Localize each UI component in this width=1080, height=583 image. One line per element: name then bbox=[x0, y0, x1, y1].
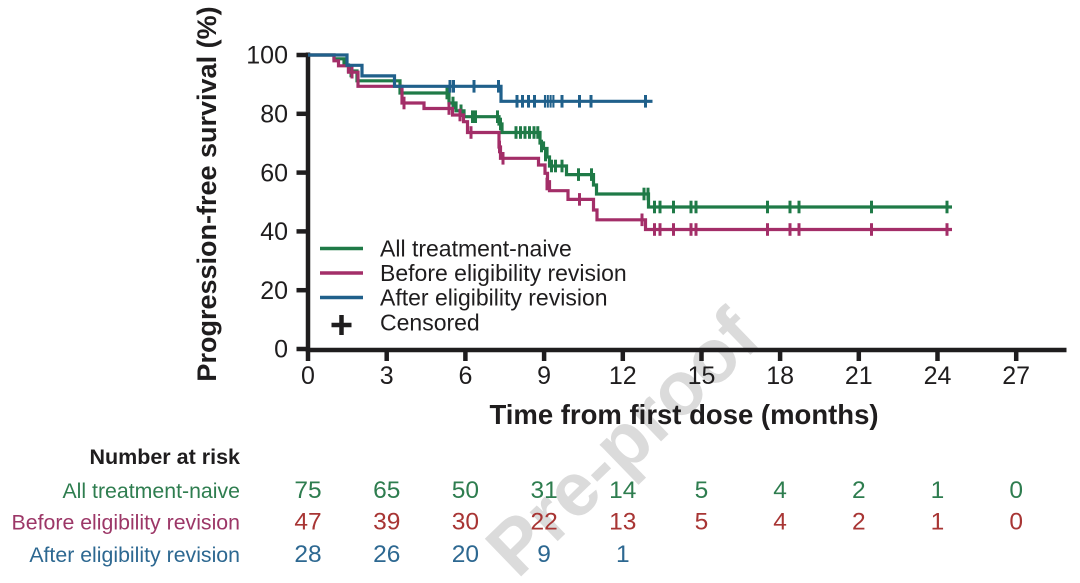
svg-text:4: 4 bbox=[773, 509, 787, 536]
svg-text:Number at risk: Number at risk bbox=[89, 445, 240, 469]
svg-text:20: 20 bbox=[452, 541, 479, 568]
svg-text:21: 21 bbox=[845, 362, 873, 390]
svg-text:100: 100 bbox=[246, 42, 288, 70]
svg-text:0: 0 bbox=[1009, 477, 1023, 504]
svg-text:65: 65 bbox=[373, 477, 400, 504]
svg-text:5: 5 bbox=[695, 509, 709, 536]
svg-text:13: 13 bbox=[609, 509, 636, 536]
svg-text:4: 4 bbox=[773, 477, 787, 504]
svg-text:47: 47 bbox=[294, 509, 321, 536]
svg-text:40: 40 bbox=[260, 218, 288, 246]
svg-text:Before eligibility revision: Before eligibility revision bbox=[12, 511, 240, 535]
svg-text:Progression-free survival (%): Progression-free survival (%) bbox=[192, 6, 222, 381]
svg-text:14: 14 bbox=[609, 477, 636, 504]
svg-text:50: 50 bbox=[452, 477, 479, 504]
svg-text:39: 39 bbox=[373, 509, 400, 536]
svg-text:5: 5 bbox=[695, 477, 709, 504]
svg-text:30: 30 bbox=[452, 509, 479, 536]
svg-text:75: 75 bbox=[294, 477, 321, 504]
svg-text:1: 1 bbox=[931, 509, 945, 536]
svg-text:18: 18 bbox=[766, 362, 794, 390]
svg-text:60: 60 bbox=[260, 159, 288, 187]
svg-text:80: 80 bbox=[260, 101, 288, 129]
svg-text:2: 2 bbox=[852, 477, 866, 504]
svg-text:24: 24 bbox=[924, 362, 952, 390]
svg-text:2: 2 bbox=[852, 509, 866, 536]
svg-text:After eligibility revision: After eligibility revision bbox=[380, 285, 608, 311]
svg-text:22: 22 bbox=[530, 509, 557, 536]
svg-text:0: 0 bbox=[1009, 509, 1023, 536]
svg-text:3: 3 bbox=[380, 362, 394, 390]
svg-text:0: 0 bbox=[301, 362, 315, 390]
svg-text:Before eligibility revision: Before eligibility revision bbox=[380, 260, 627, 286]
svg-text:Time from first dose (months): Time from first dose (months) bbox=[489, 399, 878, 430]
svg-text:31: 31 bbox=[530, 477, 557, 504]
svg-text:12: 12 bbox=[609, 362, 637, 390]
svg-text:0: 0 bbox=[274, 336, 288, 364]
svg-text:15: 15 bbox=[688, 362, 716, 390]
svg-text:1: 1 bbox=[931, 477, 945, 504]
svg-text:27: 27 bbox=[1002, 362, 1030, 390]
svg-text:After eligibility revision: After eligibility revision bbox=[29, 543, 240, 567]
svg-text:28: 28 bbox=[294, 541, 321, 568]
svg-text:6: 6 bbox=[458, 362, 472, 390]
svg-text:1: 1 bbox=[616, 541, 630, 568]
svg-text:All treatment-naive: All treatment-naive bbox=[380, 236, 572, 262]
svg-text:All treatment-naive: All treatment-naive bbox=[62, 479, 240, 503]
svg-text:26: 26 bbox=[373, 541, 400, 568]
svg-text:20: 20 bbox=[260, 277, 288, 305]
svg-text:Censored: Censored bbox=[380, 310, 480, 336]
svg-text:9: 9 bbox=[537, 541, 551, 568]
svg-text:9: 9 bbox=[537, 362, 551, 390]
